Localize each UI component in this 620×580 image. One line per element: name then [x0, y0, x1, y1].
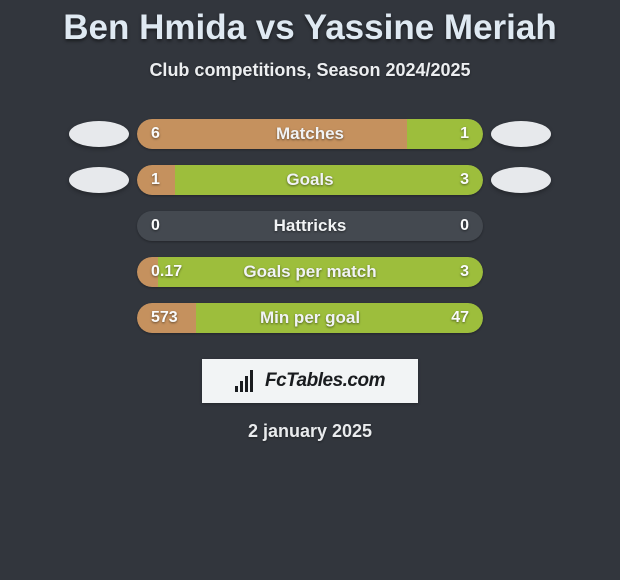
stats-list: Matches 6 1 Goals 1 3 Hattricks 0 0 Goals per mat…	[0, 111, 620, 341]
bar-fill-left	[137, 119, 407, 149]
stat-label: Min per goal	[260, 308, 360, 328]
stat-label: Matches	[276, 124, 344, 144]
title: Ben Hmida vs Yassine Meriah	[63, 8, 556, 48]
stat-value-left: 0.17	[151, 263, 182, 281]
stat-bar: Goals per match 0.17 3	[137, 257, 483, 287]
stat-row: Min per goal 573 47	[0, 295, 620, 341]
stat-value-right: 0	[460, 217, 469, 235]
stat-row: Matches 6 1	[0, 111, 620, 157]
stat-bar: Goals 1 3	[137, 165, 483, 195]
brand-text: FcTables.com	[265, 370, 385, 392]
brand-icon	[235, 370, 261, 392]
comparison-infographic: Ben Hmida vs Yassine Meriah Club competi…	[0, 0, 620, 442]
stat-label: Goals per match	[243, 262, 376, 282]
bar-fill-right	[407, 119, 483, 149]
stat-value-left: 6	[151, 125, 160, 143]
date: 2 january 2025	[248, 421, 372, 442]
stat-row: Hattricks 0 0	[0, 203, 620, 249]
stat-label: Goals	[286, 170, 333, 190]
player-avatar-right	[491, 121, 551, 147]
stat-bar: Min per goal 573 47	[137, 303, 483, 333]
stat-row: Goals 1 3	[0, 157, 620, 203]
player-avatar-right	[491, 167, 551, 193]
stat-value-left: 573	[151, 309, 178, 327]
stat-value-left: 0	[151, 217, 160, 235]
player-avatar-left	[69, 121, 129, 147]
brand-badge: FcTables.com	[202, 359, 418, 403]
stat-value-left: 1	[151, 171, 160, 189]
player-avatar-left	[69, 167, 129, 193]
stat-value-right: 47	[451, 309, 469, 327]
subtitle: Club competitions, Season 2024/2025	[149, 60, 470, 81]
stat-value-right: 3	[460, 263, 469, 281]
stat-bar: Matches 6 1	[137, 119, 483, 149]
stat-value-right: 1	[460, 125, 469, 143]
stat-bar: Hattricks 0 0	[137, 211, 483, 241]
stat-label: Hattricks	[274, 216, 347, 236]
stat-value-right: 3	[460, 171, 469, 189]
stat-row: Goals per match 0.17 3	[0, 249, 620, 295]
